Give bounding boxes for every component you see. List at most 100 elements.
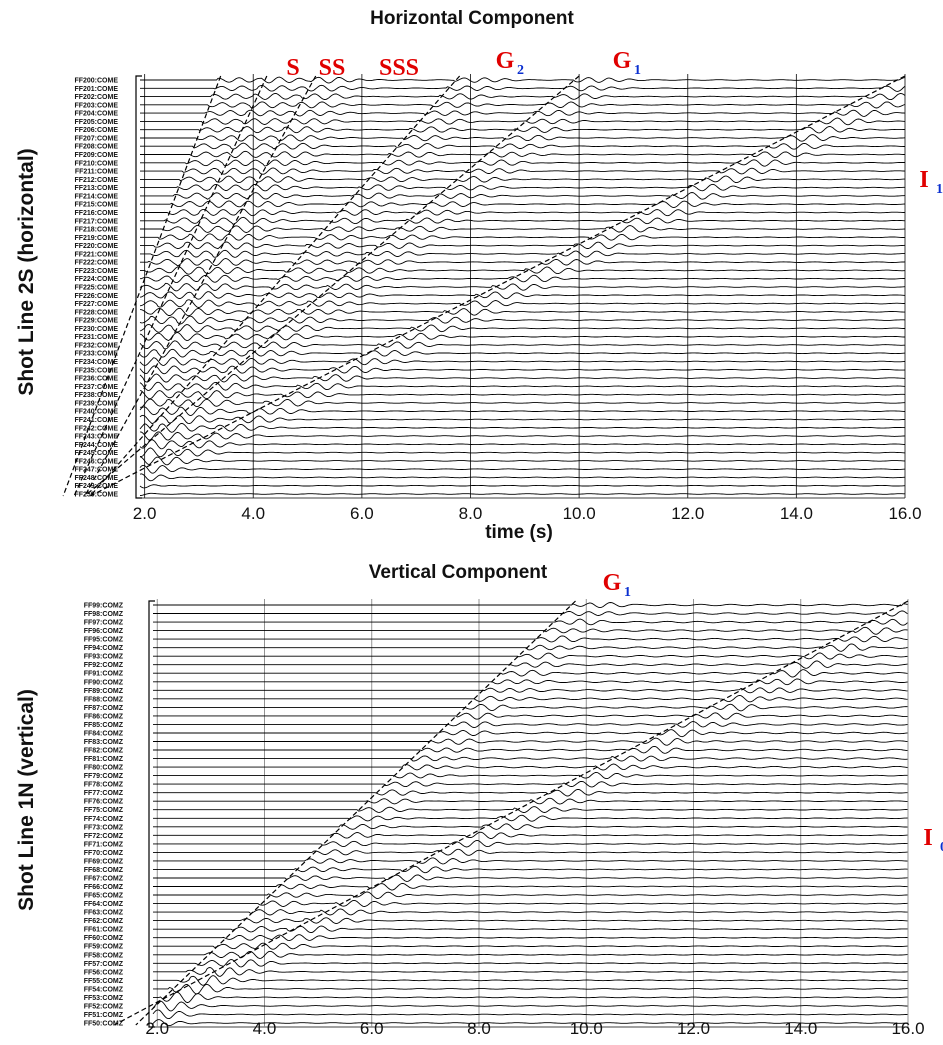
trace-label: FF221:COME (74, 251, 118, 258)
trace-label: FF228:COME (74, 309, 118, 316)
seismic-trace (153, 780, 908, 788)
seismic-trace (139, 390, 906, 400)
seismic-trace (153, 857, 908, 865)
phase-moveout-line (90, 75, 906, 497)
trace-label: FF72:COMZ (84, 833, 124, 840)
seismic-trace (153, 721, 908, 728)
phase-label: G (613, 48, 632, 74)
seismic-trace (153, 950, 908, 959)
seismic-trace (153, 883, 908, 891)
seismic-trace (140, 101, 906, 109)
phase-label: S (286, 55, 299, 81)
trace-label: FF89:COMZ (84, 688, 124, 695)
x-tick-label: 2.0 (133, 504, 157, 523)
x-tick-label: 14.0 (784, 1019, 817, 1038)
seismic-trace (139, 381, 906, 391)
x-tick-label: 16.0 (888, 504, 921, 523)
seismic-trace (139, 439, 906, 450)
trace-label: FF248:COME (74, 475, 118, 482)
phase-subscript: 1 (624, 585, 631, 600)
trace-label: FF63:COMZ (84, 910, 124, 917)
seismic-trace (140, 93, 906, 101)
seismic-trace (153, 788, 908, 797)
trace-label: FF247:COME (74, 467, 118, 474)
trace-label: FF206:COME (74, 127, 118, 134)
seismic-trace (153, 823, 908, 831)
x-tick-label: 16.0 (891, 1019, 924, 1038)
trace-label: FF227:COME (74, 301, 118, 308)
horizontal-component-panel: 2.0 4.0 6.0 8.0 10.0 12.0 14.0 16.0FF200:COMEFF… (62, 48, 943, 523)
seismic-trace (139, 447, 906, 458)
seismic-trace (152, 1000, 908, 1012)
x-tick-label: 12.0 (671, 504, 704, 523)
trace-label: FF236:COME (74, 376, 118, 383)
seismic-trace (140, 150, 906, 158)
seismic-trace (139, 473, 906, 482)
trace-bracket (135, 75, 142, 499)
seismic-trace (140, 175, 905, 184)
trace-label: FF51:COMZ (84, 1012, 124, 1019)
seismic-trace (153, 771, 908, 780)
trace-label: FF90:COMZ (84, 679, 124, 686)
seismic-trace (153, 669, 908, 678)
trace-label: FF96:COMZ (84, 628, 124, 635)
seismic-trace (140, 183, 905, 192)
trace-label: FF94:COMZ (84, 645, 124, 652)
seismic-trace (140, 134, 906, 142)
trace-label: FF93:COMZ (84, 654, 124, 661)
seismic-trace (140, 159, 905, 167)
seismic-trace (153, 806, 908, 813)
trace-label: FF242:COME (74, 425, 118, 432)
trace-label: FF95:COMZ (84, 637, 124, 644)
seismic-trace (153, 703, 908, 712)
trace-label: FF205:COME (74, 119, 118, 126)
trace-label: FF229:COME (74, 318, 118, 325)
trace-label: FF216:COME (74, 210, 118, 217)
trace-label: FF71:COMZ (84, 841, 124, 848)
x-tick-label: 4.0 (253, 1019, 277, 1038)
x-tick-label: 6.0 (350, 504, 374, 523)
seismic-trace (140, 258, 906, 267)
trace-label: FF238:COME (74, 392, 118, 399)
seismic-trace (152, 1019, 908, 1027)
phase-moveout-line (135, 600, 576, 1026)
trace-label: FF219:COME (74, 235, 118, 242)
trace-label: FF211:COME (75, 169, 119, 176)
trace-label: FF226:COME (74, 293, 118, 300)
seismic-trace (153, 635, 908, 643)
phase-label: SS (319, 55, 346, 81)
seismic-trace (140, 216, 906, 225)
seismic-trace (153, 755, 908, 762)
trace-label: FF208:COME (74, 144, 118, 151)
seismic-trace (153, 899, 908, 907)
phase-subscript: 2 (517, 63, 524, 78)
chart-title: Horizontal Component (370, 8, 574, 29)
trace-label: FF79:COMZ (84, 773, 124, 780)
trace-label: FF250:COME (74, 492, 118, 499)
trace-label: FF234:COME (74, 359, 118, 366)
trace-label: FF217:COME (74, 218, 118, 225)
trace-label: FF200:COME (74, 78, 118, 85)
phase-label: SSS (379, 55, 419, 81)
trace-label: FF209:COME (74, 152, 118, 159)
trace-label: FF85:COMZ (84, 722, 124, 729)
trace-label: FF235:COME (74, 367, 118, 374)
trace-label: FF67:COMZ (84, 875, 124, 882)
seismic-trace (140, 76, 906, 84)
trace-label: FF56:COMZ (84, 969, 124, 976)
seismic-trace (153, 908, 908, 916)
trace-label: FF245:COME (74, 450, 118, 457)
trace-label: FF224:COME (74, 276, 118, 283)
phase-subscript: 1 (634, 63, 641, 78)
seismic-trace (153, 848, 908, 856)
trace-label: FF237:COME (74, 384, 118, 391)
seismic-trace (139, 291, 906, 300)
trace-label: FF77:COMZ (84, 790, 124, 797)
trace-label: FF69:COMZ (84, 858, 124, 865)
x-tick-label: 14.0 (780, 504, 813, 523)
seismic-trace (153, 967, 908, 977)
seismic-trace (153, 652, 908, 660)
trace-label: FF218:COME (74, 227, 118, 234)
trace-label: FF68:COMZ (84, 867, 124, 874)
phase-moveout-line (73, 75, 268, 497)
